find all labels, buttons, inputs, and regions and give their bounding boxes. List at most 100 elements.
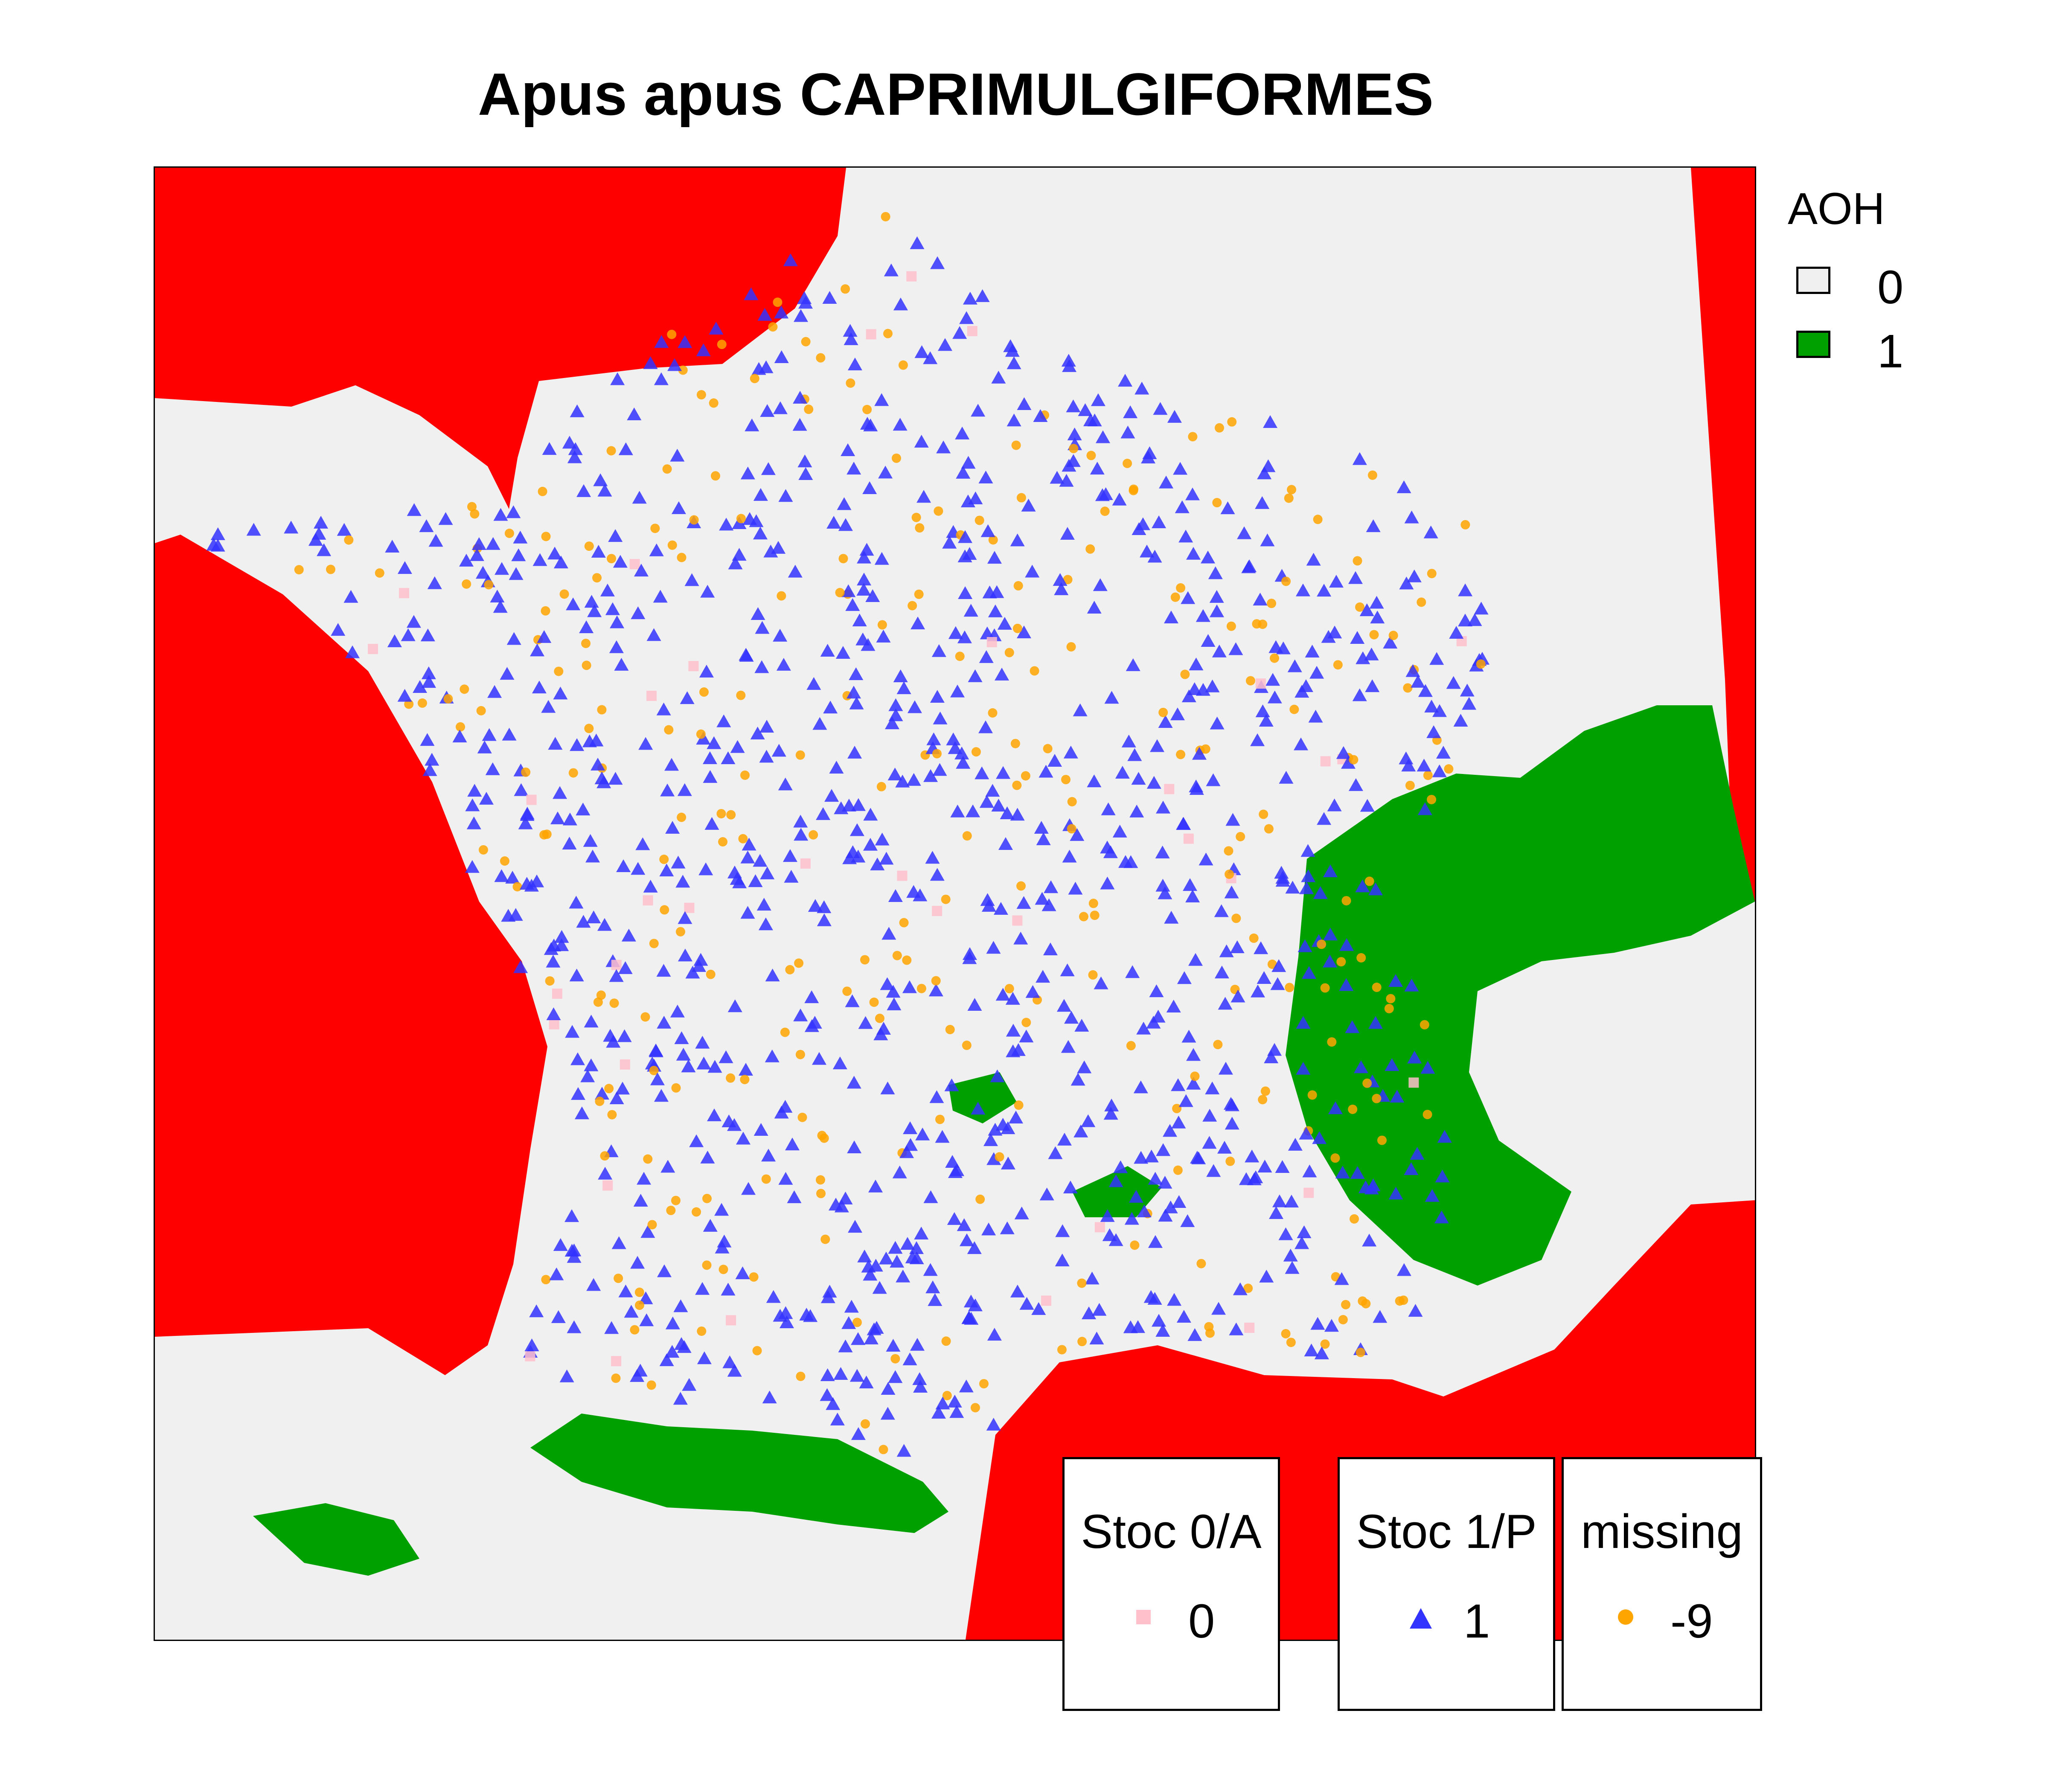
stoc-1-marker	[1268, 1206, 1283, 1219]
stoc-1-marker	[421, 666, 436, 679]
stoc-1-marker	[1267, 690, 1282, 704]
stoc-1-marker	[886, 985, 901, 998]
missing-marker	[1286, 1338, 1296, 1347]
stoc-1-marker	[604, 1321, 619, 1334]
stoc-1-marker	[494, 869, 509, 882]
stoc-1-marker	[1001, 1156, 1015, 1169]
missing-marker	[1420, 1020, 1429, 1030]
stoc-1-marker	[1010, 808, 1025, 821]
stoc-1-marker	[1218, 997, 1233, 1010]
stoc-1-marker	[667, 358, 682, 371]
stoc-1-marker	[1434, 1210, 1449, 1224]
stoc-1-marker	[1129, 804, 1144, 817]
missing-marker	[816, 1189, 826, 1199]
stoc-1-marker	[1123, 1320, 1138, 1333]
stoc-1-marker	[857, 573, 872, 586]
stoc-1-marker	[1016, 896, 1031, 909]
stoc-1-marker	[909, 1241, 924, 1254]
map-panel[interactable]	[154, 166, 1756, 1641]
stoc-1-marker	[778, 489, 793, 502]
missing-marker	[815, 1175, 825, 1185]
missing-marker	[1349, 755, 1359, 765]
missing-marker	[709, 398, 719, 408]
missing-marker	[541, 532, 551, 541]
stoc-1-marker	[1167, 410, 1182, 423]
stoc-1-marker	[719, 1050, 733, 1063]
missing-marker	[1224, 846, 1233, 856]
stoc-1-marker	[1219, 944, 1234, 957]
missing-marker	[606, 446, 616, 456]
stoc-1-marker	[971, 404, 986, 417]
stoc-1-marker	[591, 545, 606, 558]
stoc-1-marker	[852, 613, 867, 626]
stoc-1-marker	[1294, 737, 1309, 751]
stoc-1-marker	[671, 501, 686, 514]
stoc-1-marker	[1310, 1317, 1325, 1330]
stoc-1-marker	[1094, 976, 1108, 989]
missing-marker	[835, 588, 845, 597]
stoc-1-marker	[1309, 666, 1324, 679]
stoc-1-marker	[681, 1059, 696, 1073]
missing-marker	[1444, 764, 1454, 774]
missing-marker	[892, 951, 902, 960]
stoc-1-marker	[990, 1069, 1005, 1082]
stoc-1-marker	[643, 879, 658, 893]
stoc-1-marker	[422, 675, 436, 688]
stoc-1-marker	[763, 544, 778, 558]
legend-stoc-0-title: Stoc 0/A	[1081, 1505, 1262, 1558]
stoc-1-marker	[1259, 714, 1274, 727]
stoc-1-marker	[1426, 725, 1441, 738]
missing-marker	[970, 1403, 980, 1413]
missing-marker	[582, 660, 591, 670]
missing-marker	[1333, 660, 1343, 670]
missing-marker	[1267, 959, 1277, 969]
stoc-1-marker	[613, 555, 628, 568]
missing-marker	[738, 834, 748, 844]
missing-marker	[1327, 1037, 1337, 1047]
stoc-1-marker	[1196, 609, 1210, 622]
stoc-1-marker	[793, 390, 808, 404]
stoc-1-marker	[1218, 1062, 1233, 1075]
aoh-pyrenees	[530, 1414, 948, 1533]
stoc-1-marker	[1036, 832, 1051, 845]
missing-marker	[1388, 631, 1398, 640]
missing-marker	[842, 986, 852, 996]
stoc-1-marker	[1388, 1187, 1403, 1200]
missing-marker	[593, 997, 603, 1007]
stoc-1-marker	[611, 1236, 626, 1249]
stoc-1-marker	[859, 543, 874, 556]
stoc-1-marker	[1209, 590, 1224, 603]
stoc-1-marker	[1348, 571, 1363, 584]
stoc-1-marker	[915, 1127, 930, 1140]
stoc-1-marker	[1257, 466, 1272, 480]
stoc-1-marker	[1279, 771, 1294, 784]
stoc-1-marker	[756, 898, 771, 911]
stoc-1-marker	[485, 762, 500, 775]
missing-marker	[795, 750, 805, 760]
stoc-1-marker	[1187, 1328, 1202, 1341]
stoc-1-marker	[863, 419, 878, 432]
stoc-1-marker	[314, 515, 329, 529]
stoc-1-marker	[1407, 569, 1422, 582]
missing-marker	[717, 340, 727, 349]
stoc-1-marker	[1259, 1269, 1274, 1283]
stoc-1-marker	[759, 360, 774, 373]
stoc-1-marker	[916, 490, 931, 503]
stoc-1-marker	[1067, 427, 1082, 440]
stoc-1-marker	[653, 590, 668, 603]
aoh-massif-central	[948, 1072, 1017, 1123]
stoc-1-marker	[1019, 1030, 1034, 1043]
stoc-1-marker	[1297, 1225, 1312, 1238]
stoc-1-marker	[783, 253, 798, 266]
stoc-1-marker	[1112, 492, 1127, 506]
stoc-1-marker	[905, 1250, 920, 1263]
missing-marker	[785, 965, 795, 975]
missing-marker	[1172, 1104, 1182, 1114]
stoc-1-marker	[1350, 631, 1365, 644]
stoc-1-marker	[471, 537, 486, 550]
stoc-1-marker	[980, 893, 995, 906]
stoc-1-marker	[816, 807, 831, 820]
stoc-1-marker	[1101, 802, 1116, 815]
stoc-0-marker	[549, 1019, 559, 1030]
stoc-1-marker	[530, 643, 545, 657]
